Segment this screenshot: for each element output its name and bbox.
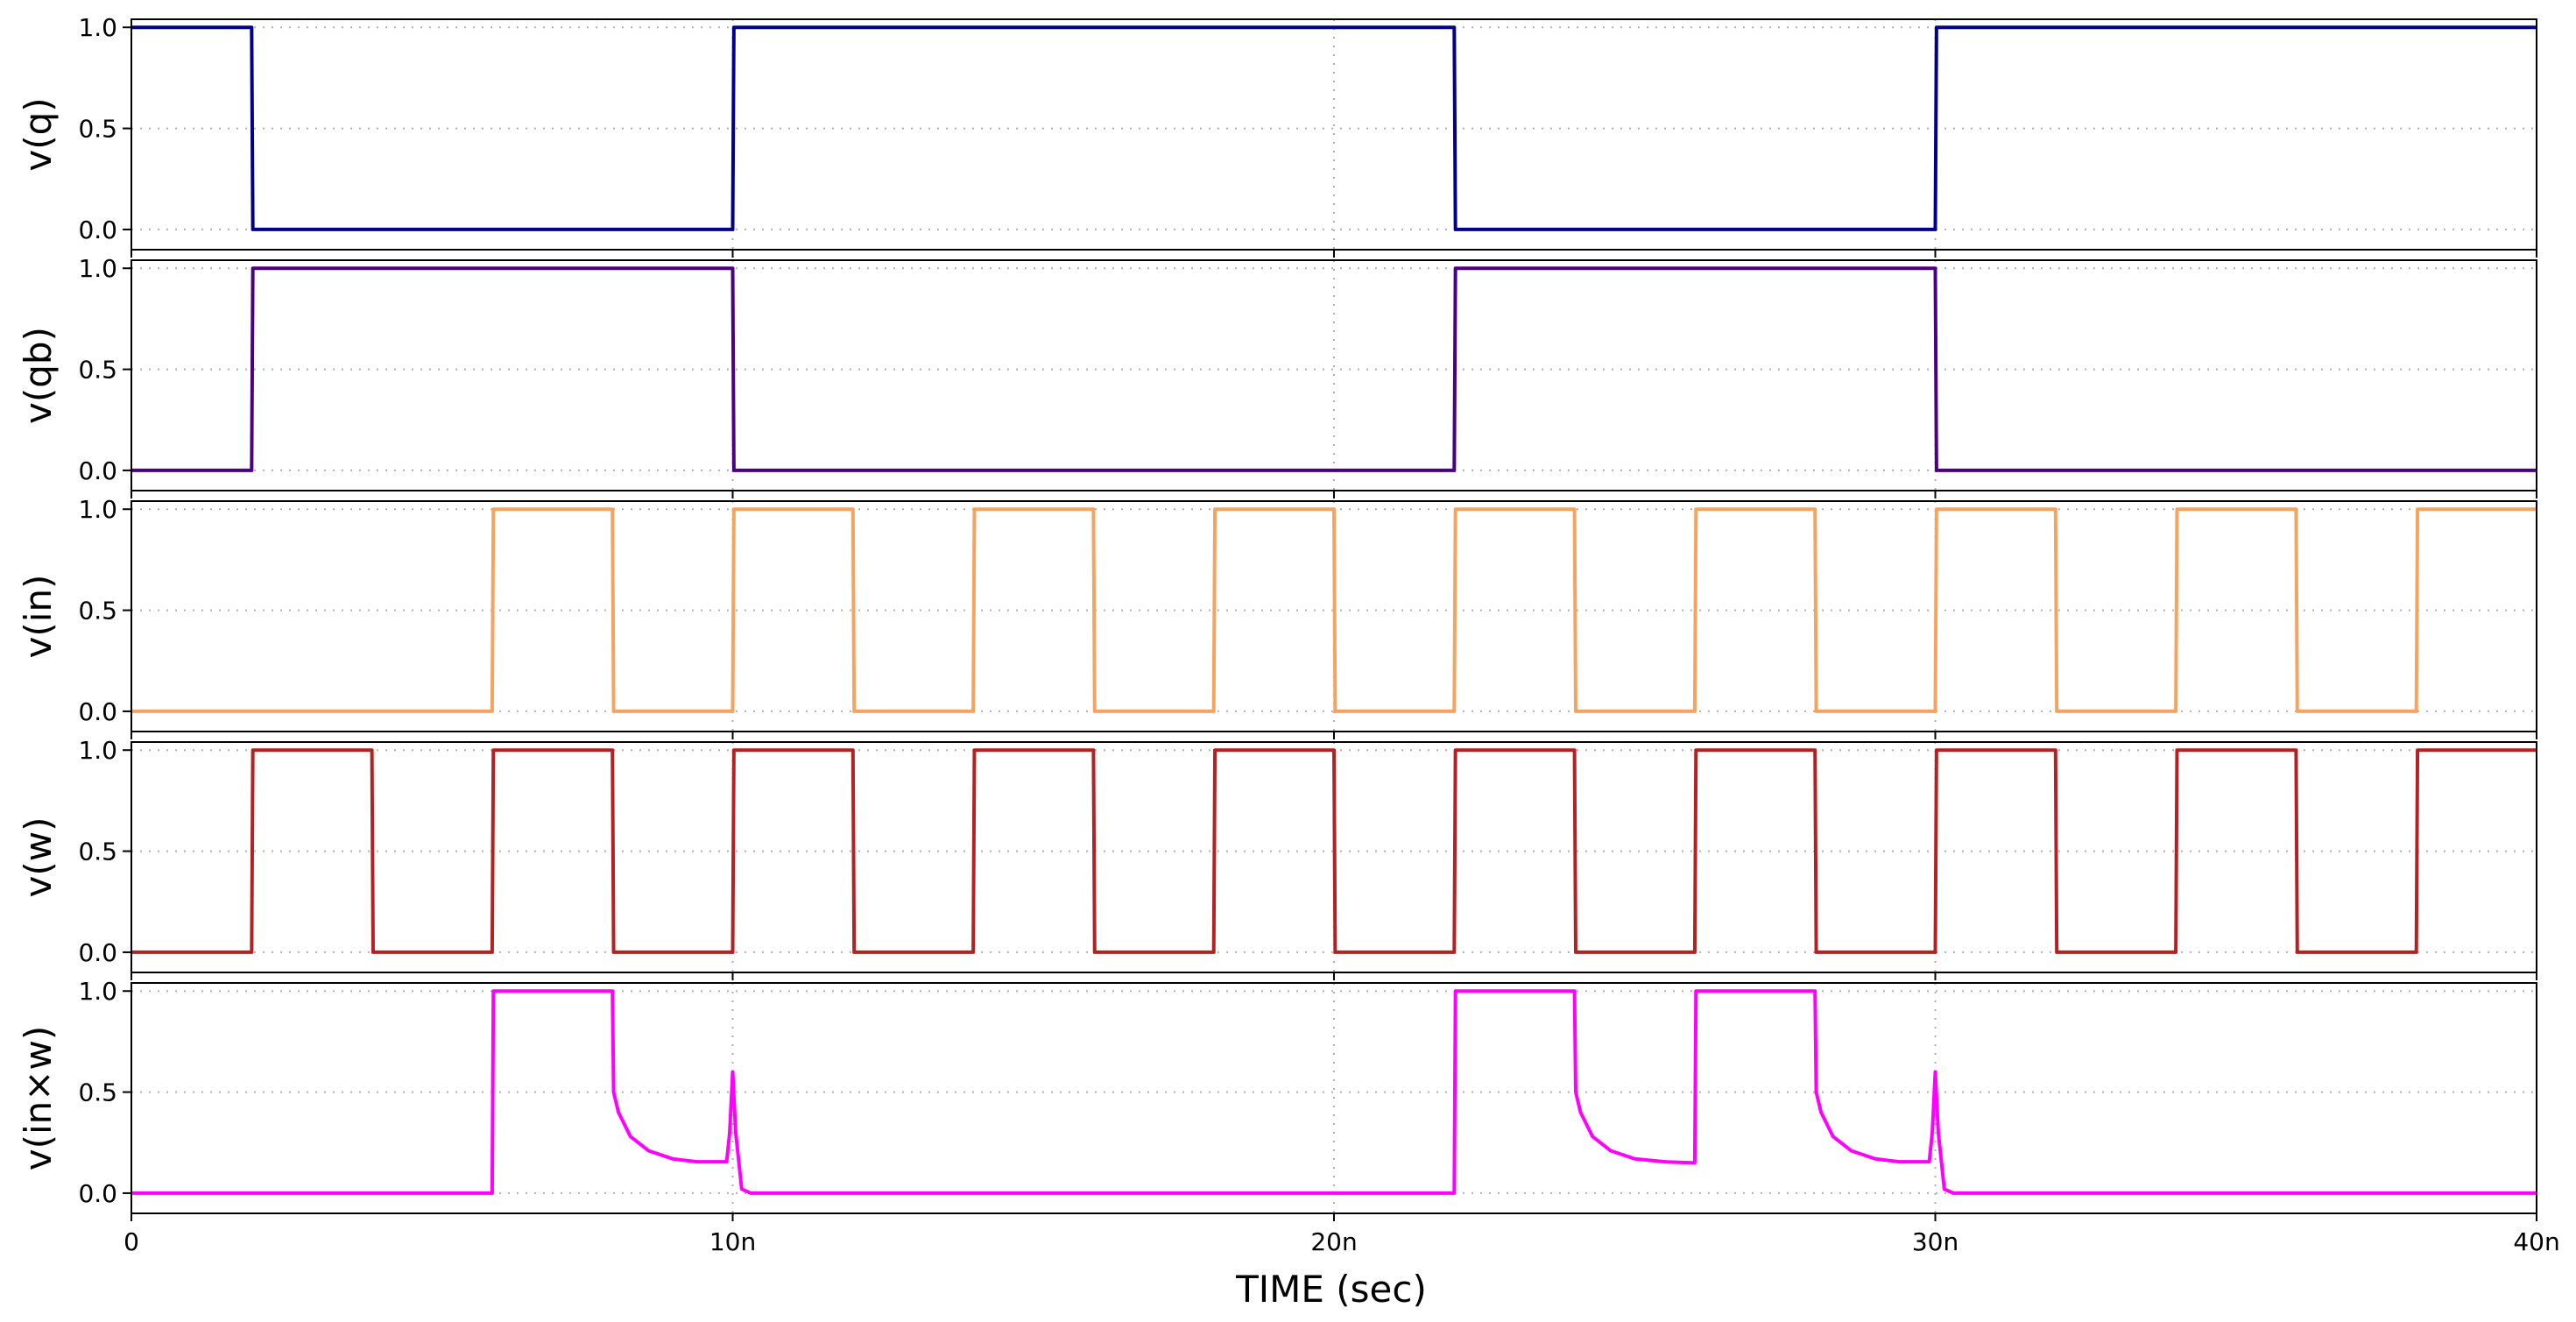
x-tick-label: 40n (2513, 1227, 2559, 1256)
panel-1: 0.0 0.5 1.0 v(qb) (17, 254, 2537, 498)
x-tick-label: 0 (124, 1227, 139, 1256)
y-tick-label: 0.0 (78, 216, 117, 244)
x-tick-label: 20n (1310, 1227, 1357, 1256)
y-tick-label: 1.0 (78, 254, 117, 283)
y-tick-label: 1.0 (78, 13, 117, 42)
x-tick-label: 10n (709, 1227, 756, 1256)
y-tick-label: 0.0 (78, 1179, 117, 1208)
y-axis-label: v(q) (17, 97, 60, 171)
series-line-4 (131, 989, 2537, 1195)
y-axis-label: v(w) (17, 817, 60, 898)
y-tick-label: 0.0 (78, 456, 117, 485)
panels-layer: 0.0 0.5 1.0 v(q) 0.0 0.5 1.0 v(qb) 0.0 0.5 1.0 v(in… (17, 13, 2560, 1256)
y-tick-label: 1.0 (78, 495, 117, 524)
y-tick-label: 0.5 (78, 356, 117, 385)
series-line-1 (131, 266, 2537, 472)
y-axis-label: v(qb) (17, 327, 60, 424)
series-line-0 (131, 25, 2537, 231)
panel-4: 0.0 0.5 1.0 v(in×w) (17, 977, 2537, 1221)
panel-3: 0.0 0.5 1.0 v(w) (17, 736, 2537, 980)
series-line-2 (131, 507, 2537, 713)
series-line-3 (131, 748, 2537, 954)
y-tick-label: 0.5 (78, 838, 117, 866)
y-tick-label: 0.5 (78, 115, 117, 144)
panel-2: 0.0 0.5 1.0 v(in) (17, 495, 2537, 739)
y-axis-label: v(in) (17, 575, 60, 659)
y-axis-label: v(in×w) (17, 1026, 60, 1170)
y-tick-label: 1.0 (78, 977, 117, 1006)
y-tick-label: 1.0 (78, 736, 117, 765)
y-tick-label: 0.0 (78, 697, 117, 726)
y-tick-label: 0.5 (78, 1078, 117, 1107)
y-tick-label: 0.0 (78, 938, 117, 967)
x-axis-label: TIME (sec) (1235, 1268, 1427, 1311)
panel-0: 0.0 0.5 1.0 v(q) (17, 13, 2537, 258)
x-tick-label: 30n (1912, 1227, 1958, 1256)
y-tick-label: 0.5 (78, 597, 117, 626)
